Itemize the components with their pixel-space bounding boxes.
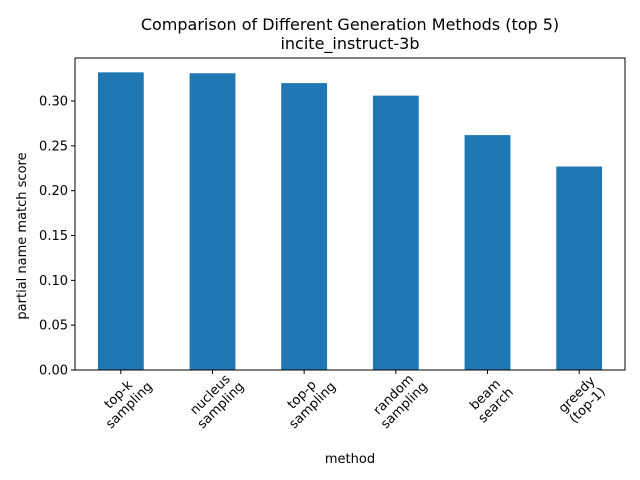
bars-group <box>97 72 603 371</box>
x-axis-label: method <box>325 452 375 467</box>
y-tick-label-1: 0.05 <box>39 319 68 334</box>
y-tick-label-3: 0.15 <box>39 229 68 244</box>
x-tick-label-0: top-ksampling <box>93 369 156 432</box>
x-axis: top-ksampling nucleussampling top-psamplin… <box>93 369 609 432</box>
x-tick-label-3: randomsampling <box>368 369 431 432</box>
chart-subtitle: incite_instruct-3b <box>280 34 419 54</box>
plot-frame <box>74 57 626 371</box>
y-tick-label-0: 0.00 <box>39 364 68 379</box>
x-tick-label-1: nucleussampling <box>184 369 247 432</box>
x-tick-label-2: top-psampling <box>276 369 339 432</box>
bar-1 <box>189 73 236 370</box>
y-axis: 0.00 0.05 0.10 0.15 0.20 0.25 0.30 <box>39 95 75 379</box>
y-axis-label: partial name match score <box>15 152 30 319</box>
y-tick-label-6: 0.30 <box>39 95 68 110</box>
bar-2 <box>281 83 328 370</box>
y-tick-label-4: 0.20 <box>39 184 68 199</box>
bar-0 <box>97 72 144 371</box>
y-tick-label-2: 0.10 <box>39 274 68 289</box>
bar-5 <box>556 166 603 370</box>
bar-4 <box>464 135 511 370</box>
y-tick-label-5: 0.25 <box>39 139 68 154</box>
chart-title: Comparison of Different Generation Metho… <box>141 15 559 34</box>
x-tick-label-4: beamsearch <box>465 374 517 426</box>
x-tick-label-5: greedy(top-1) <box>556 374 609 427</box>
bar-3 <box>372 95 419 370</box>
